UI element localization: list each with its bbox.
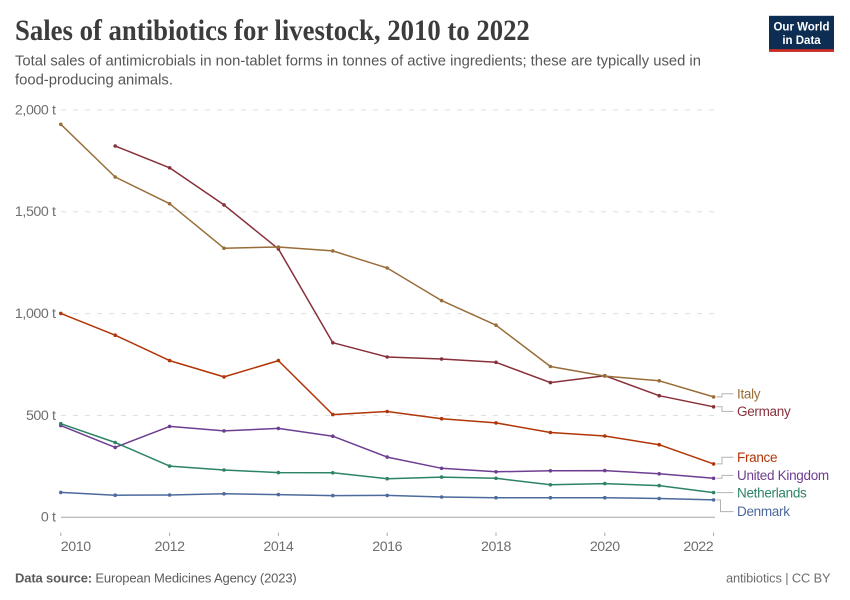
svg-text:2016: 2016 xyxy=(372,539,402,555)
svg-text:antibiotics | CC BY: antibiotics | CC BY xyxy=(726,571,831,586)
svg-text:Sales of antibiotics for lives: Sales of antibiotics for livestock, 2010… xyxy=(15,14,530,47)
svg-text:2022: 2022 xyxy=(683,539,713,555)
svg-text:Data source: European Medicine: Data source: European Medicines Agency (… xyxy=(15,571,297,586)
svg-text:Denmark: Denmark xyxy=(737,504,790,519)
svg-text:Germany: Germany xyxy=(737,404,791,419)
svg-text:1,000 t: 1,000 t xyxy=(15,306,56,322)
svg-text:2012: 2012 xyxy=(155,539,185,555)
svg-text:France: France xyxy=(737,450,777,465)
svg-text:0 t: 0 t xyxy=(41,510,56,526)
svg-text:2010: 2010 xyxy=(61,539,91,555)
svg-text:United Kingdom: United Kingdom xyxy=(737,468,829,483)
svg-text:1,500 t: 1,500 t xyxy=(15,204,56,220)
svg-text:2,000 t: 2,000 t xyxy=(15,102,56,118)
svg-text:food-producing animals.: food-producing animals. xyxy=(15,73,173,89)
svg-text:Netherlands: Netherlands xyxy=(737,485,807,500)
svg-text:2014: 2014 xyxy=(263,539,293,555)
svg-text:in Data: in Data xyxy=(782,35,821,47)
svg-text:Italy: Italy xyxy=(737,386,761,401)
svg-text:Total sales of antimicrobials: Total sales of antimicrobials in non-tab… xyxy=(15,54,701,70)
svg-text:500 t: 500 t xyxy=(26,408,56,424)
svg-text:Our World: Our World xyxy=(773,22,829,34)
svg-text:2020: 2020 xyxy=(590,539,620,555)
svg-text:2018: 2018 xyxy=(481,539,511,555)
